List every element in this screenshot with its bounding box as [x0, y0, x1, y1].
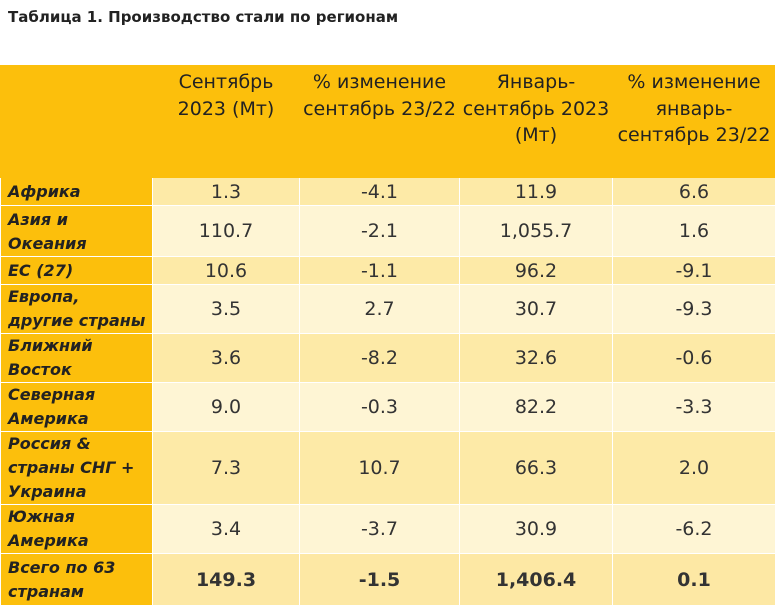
sep-value: 7.3 [153, 432, 300, 505]
sep-change-value: -0.3 [300, 383, 460, 432]
table-row: ЕС (27) 10.6 -1.1 96.2 -9.1 [1, 257, 775, 285]
ytd-value: 11.9 [460, 178, 613, 206]
sep-change-value: 10.7 [300, 432, 460, 505]
region-label: ЕС (27) [1, 257, 153, 285]
header-sep: Сентябрь 2023 (Мт) [153, 66, 300, 178]
header-ytd: Январь-сентябрь 2023 (Мт) [460, 66, 613, 178]
region-label: Африка [1, 178, 153, 206]
sep-change-value: 2.7 [300, 285, 460, 334]
sep-value: 110.7 [153, 206, 300, 257]
ytd-value: 66.3 [460, 432, 613, 505]
sep-value: 9.0 [153, 383, 300, 432]
region-label: Европа, другие страны [1, 285, 153, 334]
ytd-change-value: 6.6 [613, 178, 775, 206]
table-row: Африка 1.3 -4.1 11.9 6.6 [1, 178, 775, 206]
sep-change-value: -4.1 [300, 178, 460, 206]
ytd-change-value: 2.0 [613, 432, 775, 505]
table-row: Россия & страны СНГ + Украина 7.3 10.7 6… [1, 432, 775, 505]
table-title: Таблица 1. Производство стали по региона… [8, 8, 398, 26]
ytd-value: 82.2 [460, 383, 613, 432]
region-label: Азия и Океания [1, 206, 153, 257]
ytd-value: 1,055.7 [460, 206, 613, 257]
header-ytd-change: % изменение январь-сентябрь 23/22 [613, 66, 775, 178]
ytd-change-value: -6.2 [613, 505, 775, 554]
table-row: Ближний Восток 3.6 -8.2 32.6 -0.6 [1, 334, 775, 383]
ytd-change-value: -0.6 [613, 334, 775, 383]
region-label: Северная Америка [1, 383, 153, 432]
ytd-value: 96.2 [460, 257, 613, 285]
table-row: Северная Америка 9.0 -0.3 82.2 -3.3 [1, 383, 775, 432]
ytd-change-value: -3.3 [613, 383, 775, 432]
table-row: Южная Америка 3.4 -3.7 30.9 -6.2 [1, 505, 775, 554]
sep-value: 1.3 [153, 178, 300, 206]
sep-change-value: -8.2 [300, 334, 460, 383]
ytd-value: 32.6 [460, 334, 613, 383]
region-label: Россия & страны СНГ + Украина [1, 432, 153, 505]
ytd-change-value: -9.1 [613, 257, 775, 285]
sep-change-value: -1.1 [300, 257, 460, 285]
table-row: Европа, другие страны 3.5 2.7 30.7 -9.3 [1, 285, 775, 334]
ytd-value: 30.9 [460, 505, 613, 554]
header-row: Сентябрь 2023 (Мт) % изменение сентябрь … [1, 66, 775, 178]
sep-value: 3.6 [153, 334, 300, 383]
sep-value: 3.5 [153, 285, 300, 334]
sep-change-value: -3.7 [300, 505, 460, 554]
region-label: Ближний Восток [1, 334, 153, 383]
ytd-change-value: -9.3 [613, 285, 775, 334]
sep-value: 3.4 [153, 505, 300, 554]
header-region [1, 66, 153, 178]
table-row: Азия и Океания 110.7 -2.1 1,055.7 1.6 [1, 206, 775, 257]
ytd-change-value: 1.6 [613, 206, 775, 257]
sep-change-value: -2.1 [300, 206, 460, 257]
ytd-value: 30.7 [460, 285, 613, 334]
steel-production-table: Сентябрь 2023 (Мт) % изменение сентябрь … [0, 65, 775, 606]
header-sep-change: % изменение сентябрь 23/22 [300, 66, 460, 178]
region-label: Южная Америка [1, 505, 153, 554]
sep-value: 10.6 [153, 257, 300, 285]
